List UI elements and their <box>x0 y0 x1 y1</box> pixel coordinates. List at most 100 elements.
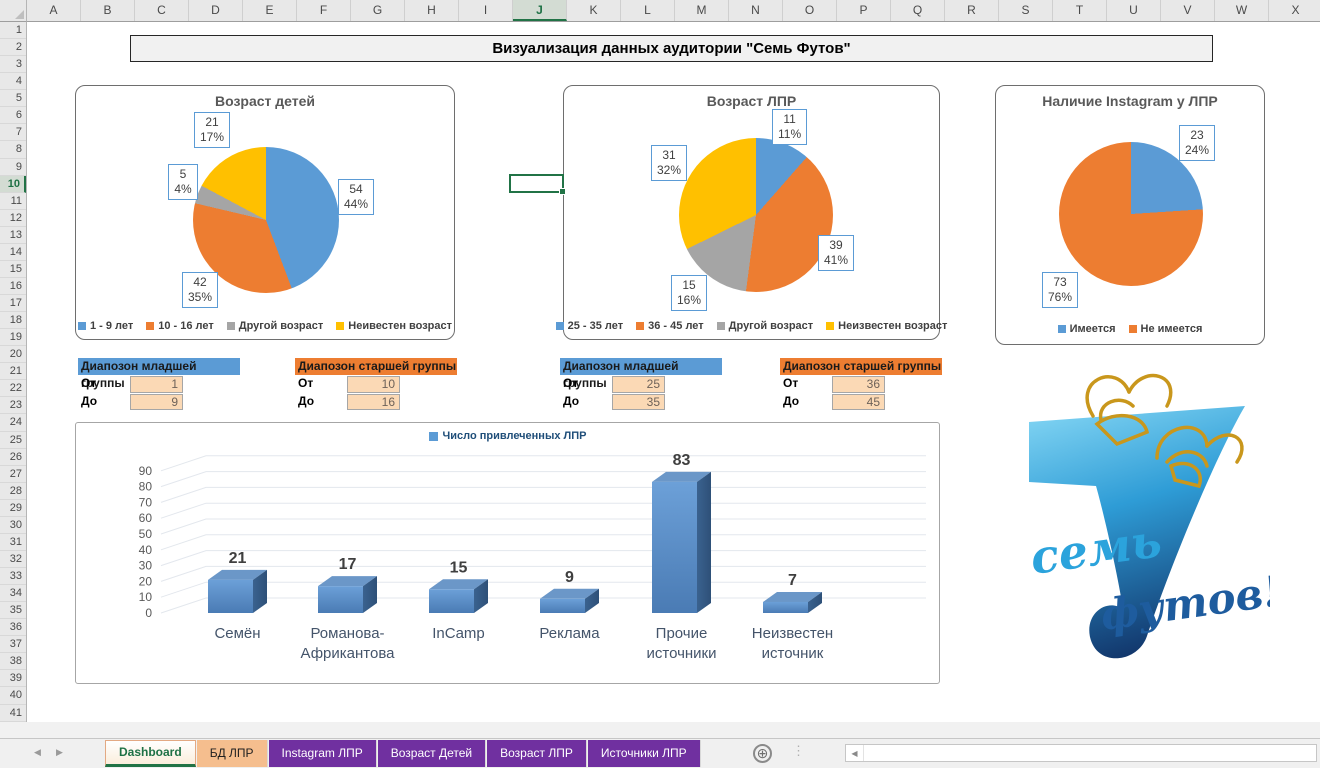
row-header-7[interactable]: 7 <box>0 124 26 142</box>
column-header-Q[interactable]: Q <box>891 0 945 21</box>
legend-item: Неивестен возраст <box>336 320 452 332</box>
chart-lpr-sources[interactable]: Число привлеченных ЛПР 0 10 20 30 40 50 60 70 80… <box>75 422 940 684</box>
row-header-8[interactable]: 8 <box>0 141 26 159</box>
column-header-T[interactable]: T <box>1053 0 1107 21</box>
column-header-H[interactable]: H <box>405 0 459 21</box>
chart-age-children[interactable]: Возраст детей 54 44% 42 35% 5 4% 21 17% 1 - … <box>75 85 455 340</box>
logo-seven-feet[interactable]: семь футов! <box>1005 362 1284 687</box>
scroll-left-icon[interactable]: ◀ <box>846 745 864 761</box>
svg-text:Реклама: Реклама <box>539 625 600 642</box>
row-header-20[interactable]: 20 <box>0 346 26 364</box>
row-header-22[interactable]: 22 <box>0 380 26 398</box>
column-header-P[interactable]: P <box>837 0 891 21</box>
column-header-K[interactable]: K <box>567 0 621 21</box>
sheet-area[interactable]: Визуализация данных аудитории "Семь Футо… <box>27 22 1320 722</box>
column-header-A[interactable]: A <box>27 0 81 21</box>
tabs-scroll-right-icon[interactable]: ▶ <box>56 747 63 757</box>
row-header-19[interactable]: 19 <box>0 329 26 347</box>
tab-splitter-handle[interactable]: ⋮ <box>792 743 805 758</box>
legend-marker <box>1057 325 1066 333</box>
column-header-F[interactable]: F <box>297 0 351 21</box>
range-from-value[interactable]: 25 <box>612 376 665 393</box>
range-to-value[interactable]: 45 <box>832 393 885 410</box>
chart-instagram[interactable]: Наличие Instagram у ЛПР 23 24% 73 76% Имее… <box>995 85 1265 345</box>
range-to-value[interactable]: 35 <box>612 393 665 410</box>
column-header-X[interactable]: X <box>1269 0 1320 21</box>
row-header-39[interactable]: 39 <box>0 670 26 688</box>
row-header-18[interactable]: 18 <box>0 312 26 330</box>
column-header-S[interactable]: S <box>999 0 1053 21</box>
row-header-29[interactable]: 29 <box>0 500 26 517</box>
column-header-L[interactable]: L <box>621 0 675 21</box>
pie-data-label: 54 44% <box>338 179 375 215</box>
row-header-32[interactable]: 32 <box>0 551 26 568</box>
selected-cell-J10[interactable] <box>509 174 566 195</box>
row-header-31[interactable]: 31 <box>0 534 26 551</box>
tabs-scroll-left-icon[interactable]: ◀ <box>34 747 41 757</box>
column-header-O[interactable]: O <box>783 0 837 21</box>
row-header-9[interactable]: 9 <box>0 159 26 176</box>
row-header-41[interactable]: 41 <box>0 705 26 722</box>
row-header-26[interactable]: 26 <box>0 449 26 466</box>
row-header-10[interactable]: 10 <box>0 175 26 193</box>
row-header-40[interactable]: 40 <box>0 687 26 705</box>
row-header-1[interactable]: 1 <box>0 22 26 40</box>
column-header-W[interactable]: W <box>1215 0 1269 21</box>
column-header-M[interactable]: M <box>675 0 729 21</box>
row-header-21[interactable]: 21 <box>0 363 26 381</box>
row-header-11[interactable]: 11 <box>0 193 26 210</box>
row-header-4[interactable]: 4 <box>0 73 26 91</box>
row-header-12[interactable]: 12 <box>0 210 26 227</box>
range-from-value[interactable]: 10 <box>347 376 400 393</box>
row-header-33[interactable]: 33 <box>0 568 26 586</box>
row-header-6[interactable]: 6 <box>0 107 26 125</box>
column-header-J[interactable]: J <box>513 0 567 21</box>
row-header-38[interactable]: 38 <box>0 653 26 671</box>
row-header-3[interactable]: 3 <box>0 56 26 74</box>
range-table-header: Диапозон старшей группы <box>295 358 457 375</box>
row-header-30[interactable]: 30 <box>0 517 26 534</box>
column-header-U[interactable]: U <box>1107 0 1161 21</box>
row-header-37[interactable]: 37 <box>0 636 26 654</box>
range-from-value[interactable]: 1 <box>130 376 183 393</box>
chart-age-lpr[interactable]: Возраст ЛПР 11 11% 39 41% 15 16% 31 32% 25 -… <box>555 85 947 340</box>
row-header-34[interactable]: 34 <box>0 585 26 603</box>
row-header-28[interactable]: 28 <box>0 483 26 500</box>
row-header-25[interactable]: 25 <box>0 432 26 449</box>
column-header-V[interactable]: V <box>1161 0 1215 21</box>
sheet-tab-возраст-детей[interactable]: Возраст Детей <box>377 740 487 767</box>
select-all-corner[interactable] <box>0 0 27 22</box>
range-to-value[interactable]: 9 <box>130 393 183 410</box>
sheet-tab-instagram-лпр[interactable]: Instagram ЛПР <box>268 740 377 767</box>
row-header-35[interactable]: 35 <box>0 602 26 620</box>
column-header-I[interactable]: I <box>459 0 513 21</box>
row-header-24[interactable]: 24 <box>0 414 26 432</box>
row-header-2[interactable]: 2 <box>0 39 26 57</box>
row-header-14[interactable]: 14 <box>0 244 26 261</box>
column-header-D[interactable]: D <box>189 0 243 21</box>
sheet-tab-возраст-лпр[interactable]: Возраст ЛПР <box>487 740 587 767</box>
column-header-G[interactable]: G <box>351 0 405 21</box>
svg-text:0: 0 <box>145 606 152 620</box>
sheet-tab-источники-лпр[interactable]: Источники ЛПР <box>587 740 701 767</box>
column-header-C[interactable]: C <box>135 0 189 21</box>
sheet-tab-бд-лпр[interactable]: БД ЛПР <box>196 740 268 767</box>
horizontal-scrollbar[interactable]: ◀ <box>845 744 1317 762</box>
row-header-17[interactable]: 17 <box>0 295 26 313</box>
row-header-27[interactable]: 27 <box>0 466 26 483</box>
row-header-5[interactable]: 5 <box>0 90 26 108</box>
row-header-15[interactable]: 15 <box>0 261 26 278</box>
column-header-B[interactable]: B <box>81 0 135 21</box>
row-header-13[interactable]: 13 <box>0 227 26 244</box>
range-to-value[interactable]: 16 <box>347 393 400 410</box>
column-header-N[interactable]: N <box>729 0 783 21</box>
add-sheet-button[interactable]: ⊕ <box>753 744 772 763</box>
range-from-value[interactable]: 36 <box>832 376 885 393</box>
column-header-E[interactable]: E <box>243 0 297 21</box>
column-header-R[interactable]: R <box>945 0 999 21</box>
row-header-23[interactable]: 23 <box>0 397 26 415</box>
legend-marker <box>716 322 725 330</box>
row-header-36[interactable]: 36 <box>0 619 26 637</box>
row-header-16[interactable]: 16 <box>0 278 26 295</box>
sheet-tab-dashboard[interactable]: Dashboard <box>105 740 196 767</box>
